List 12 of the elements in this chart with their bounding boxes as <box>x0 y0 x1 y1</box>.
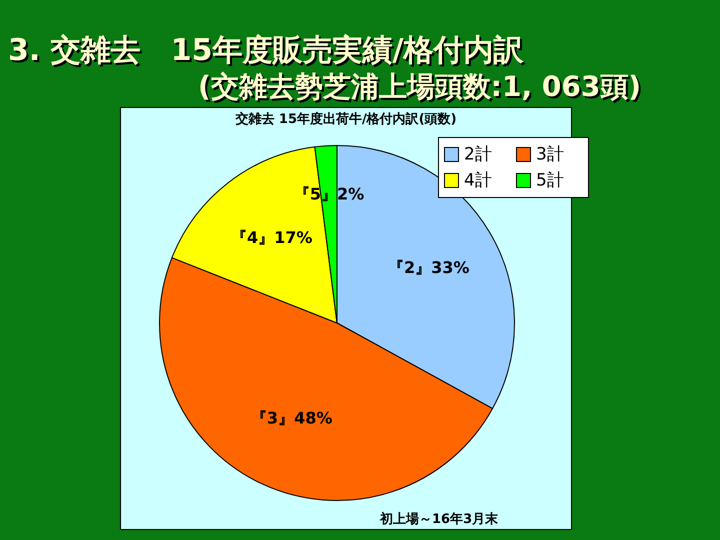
data-label: 『5』2% <box>294 184 364 204</box>
data-label: 『4』17% <box>231 228 312 248</box>
legend-label: 2計 <box>464 144 492 164</box>
text: 初上場～16年3月末 <box>380 510 498 528</box>
chart-subtitle: (交雑去勢芝浦上場頭数:1, 063頭) <box>198 69 642 105</box>
data-label: 『3』48% <box>250 408 332 428</box>
legend-label: 4計 <box>464 170 492 190</box>
legend-label: 5計 <box>536 170 564 190</box>
text: 交雑去 15年度出荷牛/格付内訳(頭数) <box>234 110 458 128</box>
chart-title: 3. 交雑去 15年度販売実績/格付内訳 <box>8 32 524 70</box>
legend-label: 3計 <box>536 144 564 164</box>
data-label: 『2』33% <box>388 258 470 277</box>
